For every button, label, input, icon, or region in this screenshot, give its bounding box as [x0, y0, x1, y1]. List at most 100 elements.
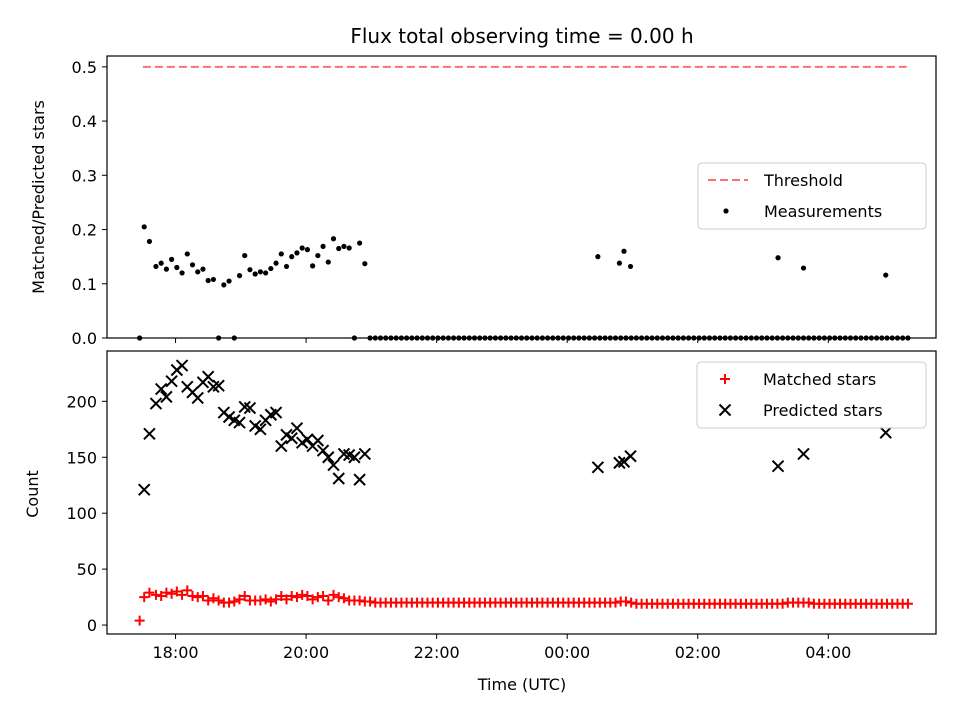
measurement-point [691, 335, 697, 341]
measurement-point [644, 335, 650, 341]
measurement-point [607, 335, 613, 341]
matched-point [265, 596, 276, 607]
matched-point [333, 592, 344, 603]
measurement-point [633, 335, 639, 341]
matched-point [171, 586, 182, 597]
measurement-point [299, 245, 305, 251]
measurement-point [393, 335, 399, 341]
measurement-point [780, 335, 786, 341]
measurement-point [900, 335, 906, 341]
measurement-point [717, 335, 723, 341]
measurement-point [670, 335, 676, 341]
measurement-point [727, 335, 733, 341]
measurement-point [231, 335, 237, 341]
matched-point [271, 594, 282, 605]
measurement-point [847, 335, 854, 341]
measurement-point [346, 245, 352, 251]
measurement-point [816, 335, 822, 341]
measurement-point [137, 335, 143, 341]
measurement-point [800, 265, 807, 271]
measurement-point [628, 335, 634, 341]
measurement-point [706, 335, 713, 341]
measurement-point [842, 335, 848, 341]
matched-point [365, 596, 376, 607]
matched-point [177, 589, 188, 600]
measurement-point [759, 335, 765, 341]
x-tick-label: 00:00 [544, 643, 590, 662]
measurement-point [424, 335, 431, 341]
measurement-point [873, 335, 880, 341]
measurement-point [471, 335, 478, 341]
measurement-point [884, 335, 890, 341]
series-matched-stars [134, 585, 913, 626]
y-tick-label: 50 [77, 560, 97, 579]
matched-point [234, 594, 245, 605]
y-tick-label: 0.5 [72, 58, 97, 77]
predicted-point [327, 458, 340, 472]
predicted-point [797, 447, 810, 461]
predicted-point [301, 433, 314, 446]
y-tick-label: 0.1 [72, 275, 97, 294]
legend-box [697, 162, 927, 230]
matched-point [323, 595, 334, 606]
measurement-point [539, 335, 545, 341]
measurement-point [466, 335, 472, 341]
measurement-point [263, 270, 269, 276]
measurement-point [800, 335, 807, 341]
predicted-point [160, 390, 173, 404]
measurement-point [330, 236, 337, 242]
measurement-point [649, 335, 655, 341]
predicted-point [143, 427, 156, 440]
measurement-point [602, 335, 608, 341]
x-tick-label: 18:00 [152, 643, 198, 662]
measurement-point [545, 335, 551, 341]
y-tick-label: 100 [66, 504, 97, 523]
measurement-point [513, 335, 519, 341]
measurement-point [701, 335, 707, 341]
matched-point [203, 595, 214, 606]
matched-point [260, 594, 271, 605]
measurement-point [790, 335, 796, 341]
measurement-point [189, 262, 196, 268]
measurement-point [832, 335, 838, 341]
measurement-point [336, 245, 342, 252]
measurement-point [158, 260, 164, 266]
matched-point [302, 590, 313, 601]
measurement-point [268, 265, 274, 272]
matched-point [229, 596, 240, 607]
measurement-point [868, 335, 874, 341]
measurement-point [581, 335, 587, 341]
matched-point [286, 590, 297, 601]
measurement-point [146, 238, 153, 245]
measurement-point [362, 261, 368, 267]
y-tick-label: 200 [66, 392, 97, 411]
measurement-point [341, 243, 347, 249]
measurement-point [675, 335, 681, 341]
measurement-point [398, 335, 404, 341]
y-tick-label: 0.0 [72, 329, 97, 348]
matched-point [297, 589, 308, 600]
measurement-point [430, 335, 436, 341]
predicted-point [154, 382, 168, 396]
matched-point [224, 597, 235, 608]
measurement-point [753, 335, 760, 341]
matched-point [192, 592, 203, 603]
matched-point [182, 585, 193, 596]
measurement-point [304, 247, 310, 253]
predicted-point [353, 473, 366, 486]
measurement-point [518, 335, 525, 341]
matched-point [208, 593, 219, 604]
legend-predicted-swatch [718, 403, 732, 417]
measurement-point [618, 335, 624, 341]
matched-point [626, 597, 637, 608]
measurement-point [733, 335, 739, 341]
measurement-point [492, 335, 498, 341]
measurement-point [821, 335, 827, 341]
y-tick-label: 0.2 [72, 221, 97, 240]
predicted-point [149, 397, 163, 410]
predicted-point [137, 483, 151, 496]
ratio-axis-label: Matched/Predicted stars [29, 100, 48, 294]
measurement-point [748, 335, 754, 341]
matched-point [239, 590, 250, 601]
matched-point [307, 594, 318, 605]
